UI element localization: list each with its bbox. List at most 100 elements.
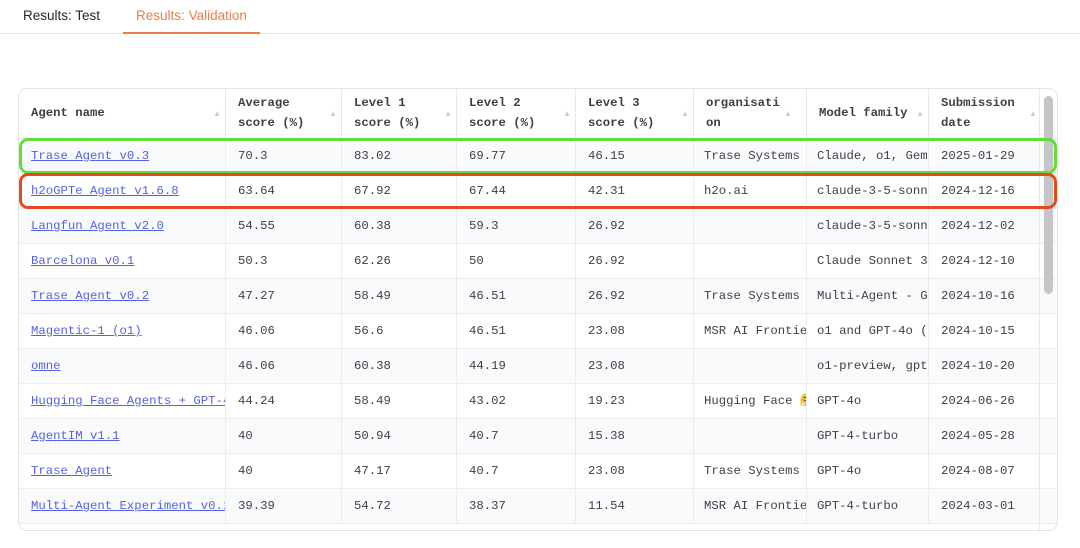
cell-level2-score: 46.51 (457, 279, 576, 313)
cell-model-family: GPT-4-turbo (807, 489, 929, 523)
column-header-agent[interactable]: Agent name ▲ (19, 89, 226, 138)
cell-average-score: 47.27 (226, 279, 342, 313)
cell-model-family: o1-preview, gpt (807, 349, 929, 383)
cell-organisation: Hugging Face 🤗 (694, 384, 807, 418)
cell-average-score: 54.55 (226, 209, 342, 243)
sort-asc-icon[interactable]: ▲ (329, 109, 337, 118)
sort-asc-icon[interactable]: ▲ (784, 109, 792, 118)
vertical-scrollbar-track[interactable] (1039, 89, 1057, 530)
agent-link[interactable]: AgentIM v1.1 (31, 429, 120, 443)
tab-results-test[interactable]: Results: Test (23, 8, 101, 23)
cell-submission-date: 2025-01-29 (941, 149, 1015, 163)
column-header-label: Submission date (941, 96, 1015, 130)
cell-average-score: 39.39 (226, 489, 342, 523)
tab-results-validation[interactable]: Results: Validation (123, 1, 260, 34)
cell-submission-date: 2024-12-16 (941, 184, 1015, 198)
cell-level3-score: 26.92 (576, 209, 694, 243)
agent-link[interactable]: Hugging Face Agents + GPT-4o (31, 394, 226, 408)
agent-link[interactable]: Langfun Agent v2.0 (31, 219, 164, 233)
column-header-label: Level 2 score (%) (469, 96, 536, 130)
cell-level3-score: 26.92 (576, 279, 694, 313)
table-row: Multi-Agent Experiment v0.1 39.39 54.72 … (19, 489, 1057, 524)
cell-model-family: GPT-4o (807, 384, 929, 418)
cell-organisation (694, 349, 807, 383)
cell-level3-score: 46.15 (576, 139, 694, 173)
cell-level1-score: 47.17 (342, 454, 457, 488)
sort-asc-icon[interactable]: ▲ (1029, 109, 1037, 118)
cell-level3-score: 11.54 (576, 489, 694, 523)
column-header-l3[interactable]: Level 3 score (%) ▲ (576, 89, 694, 138)
cell-level3-score: 15.38 (576, 419, 694, 453)
column-header-label: organisation (706, 96, 780, 130)
cell-agent-name: Magentic-1 (o1) (19, 314, 226, 348)
cell-agent-name: h2oGPTe Agent v1.6.8 (19, 174, 226, 208)
column-header-l1[interactable]: Level 1 score (%) ▲ (342, 89, 457, 138)
column-header-label: Average score (%) (238, 96, 305, 130)
cell-level2-score: 59.3 (457, 209, 576, 243)
agent-link[interactable]: Magentic-1 (o1) (31, 324, 142, 338)
cell-agent-name: Trase Agent (19, 454, 226, 488)
cell-submission-date: 2024-03-01 (941, 499, 1015, 513)
column-header-org[interactable]: organisation ▲ (694, 89, 807, 138)
cell-submission-date: 2024-10-15 (941, 324, 1015, 338)
cell-agent-name: Trase Agent v0.3 (19, 139, 226, 173)
cell-level1-score: 54.72 (342, 489, 457, 523)
column-header-model[interactable]: Model family ▲ (807, 89, 929, 138)
column-header-label: Level 1 score (%) (354, 96, 421, 130)
column-header-date[interactable]: Submission date ▲ (929, 89, 1041, 138)
table-body: Trase Agent v0.3 70.3 83.02 69.77 46.15 … (19, 139, 1057, 524)
sort-asc-icon[interactable]: ▲ (444, 109, 452, 118)
cell-agent-name: Langfun Agent v2.0 (19, 209, 226, 243)
table-row: Langfun Agent v2.0 54.55 60.38 59.3 26.9… (19, 209, 1057, 244)
agent-link[interactable]: Trase Agent (31, 464, 113, 478)
agent-link[interactable]: Trase Agent v0.3 (31, 149, 150, 163)
cell-level1-score: 83.02 (342, 139, 457, 173)
column-header-label: Level 3 score (%) (588, 96, 655, 130)
cell-level2-score: 50 (457, 244, 576, 278)
cell-level3-score: 19.23 (576, 384, 694, 418)
column-header-label: Agent name (31, 105, 105, 120)
sort-asc-icon[interactable]: ▲ (916, 109, 924, 118)
column-header-avg[interactable]: Average score (%) ▲ (226, 89, 342, 138)
table-row: Trase Agent 40 47.17 40.7 23.08 Trase Sy… (19, 454, 1057, 489)
agent-link[interactable]: h2oGPTe Agent v1.6.8 (31, 184, 179, 198)
cell-level3-score: 23.08 (576, 314, 694, 348)
cell-organisation: Trase Systems (694, 279, 807, 313)
cell-average-score: 40 (226, 419, 342, 453)
cell-level3-score: 26.92 (576, 244, 694, 278)
agent-link[interactable]: omne (31, 359, 61, 373)
table-row: Magentic-1 (o1) 46.06 56.6 46.51 23.08 M… (19, 314, 1057, 349)
agent-link[interactable]: Trase Agent v0.2 (31, 289, 150, 303)
cell-average-score: 50.3 (226, 244, 342, 278)
cell-average-score: 46.06 (226, 314, 342, 348)
table-row: Barcelona v0.1 50.3 62.26 50 26.92 Claud… (19, 244, 1057, 279)
cell-level3-score: 42.31 (576, 174, 694, 208)
cell-level2-score: 69.77 (457, 139, 576, 173)
agent-link[interactable]: Multi-Agent Experiment v0.1 (31, 499, 226, 513)
cell-average-score: 63.64 (226, 174, 342, 208)
table-row: Trase Agent v0.2 47.27 58.49 46.51 26.92… (19, 279, 1057, 314)
cell-submission-date: 2024-12-02 (941, 219, 1015, 233)
sort-asc-icon[interactable]: ▲ (681, 109, 689, 118)
cell-model-family: GPT-4-turbo (807, 419, 929, 453)
agent-link[interactable]: Barcelona v0.1 (31, 254, 135, 268)
cell-level1-score: 67.92 (342, 174, 457, 208)
table-row: omne 46.06 60.38 44.19 23.08 o1-preview,… (19, 349, 1057, 384)
cell-organisation: h2o.ai (694, 174, 807, 208)
leaderboard-table: Agent name ▲ Average score (%) ▲ Level 1… (18, 88, 1058, 531)
cell-model-family: claude-3-5-sonn (807, 174, 929, 208)
cell-level1-score: 58.49 (342, 279, 457, 313)
cell-submission-date: 2024-10-16 (941, 289, 1015, 303)
vertical-scrollbar-thumb[interactable] (1044, 96, 1053, 294)
cell-level1-score: 50.94 (342, 419, 457, 453)
cell-organisation: Trase Systems (694, 139, 807, 173)
cell-level2-score: 43.02 (457, 384, 576, 418)
column-header-l2[interactable]: Level 2 score (%) ▲ (457, 89, 576, 138)
cell-level2-score: 38.37 (457, 489, 576, 523)
sort-asc-icon[interactable]: ▲ (563, 109, 571, 118)
cell-level1-score: 58.49 (342, 384, 457, 418)
cell-level1-score: 62.26 (342, 244, 457, 278)
cell-model-family: GPT-4o (807, 454, 929, 488)
cell-model-family: Claude Sonnet 3 (807, 244, 929, 278)
sort-asc-icon[interactable]: ▲ (213, 109, 221, 118)
